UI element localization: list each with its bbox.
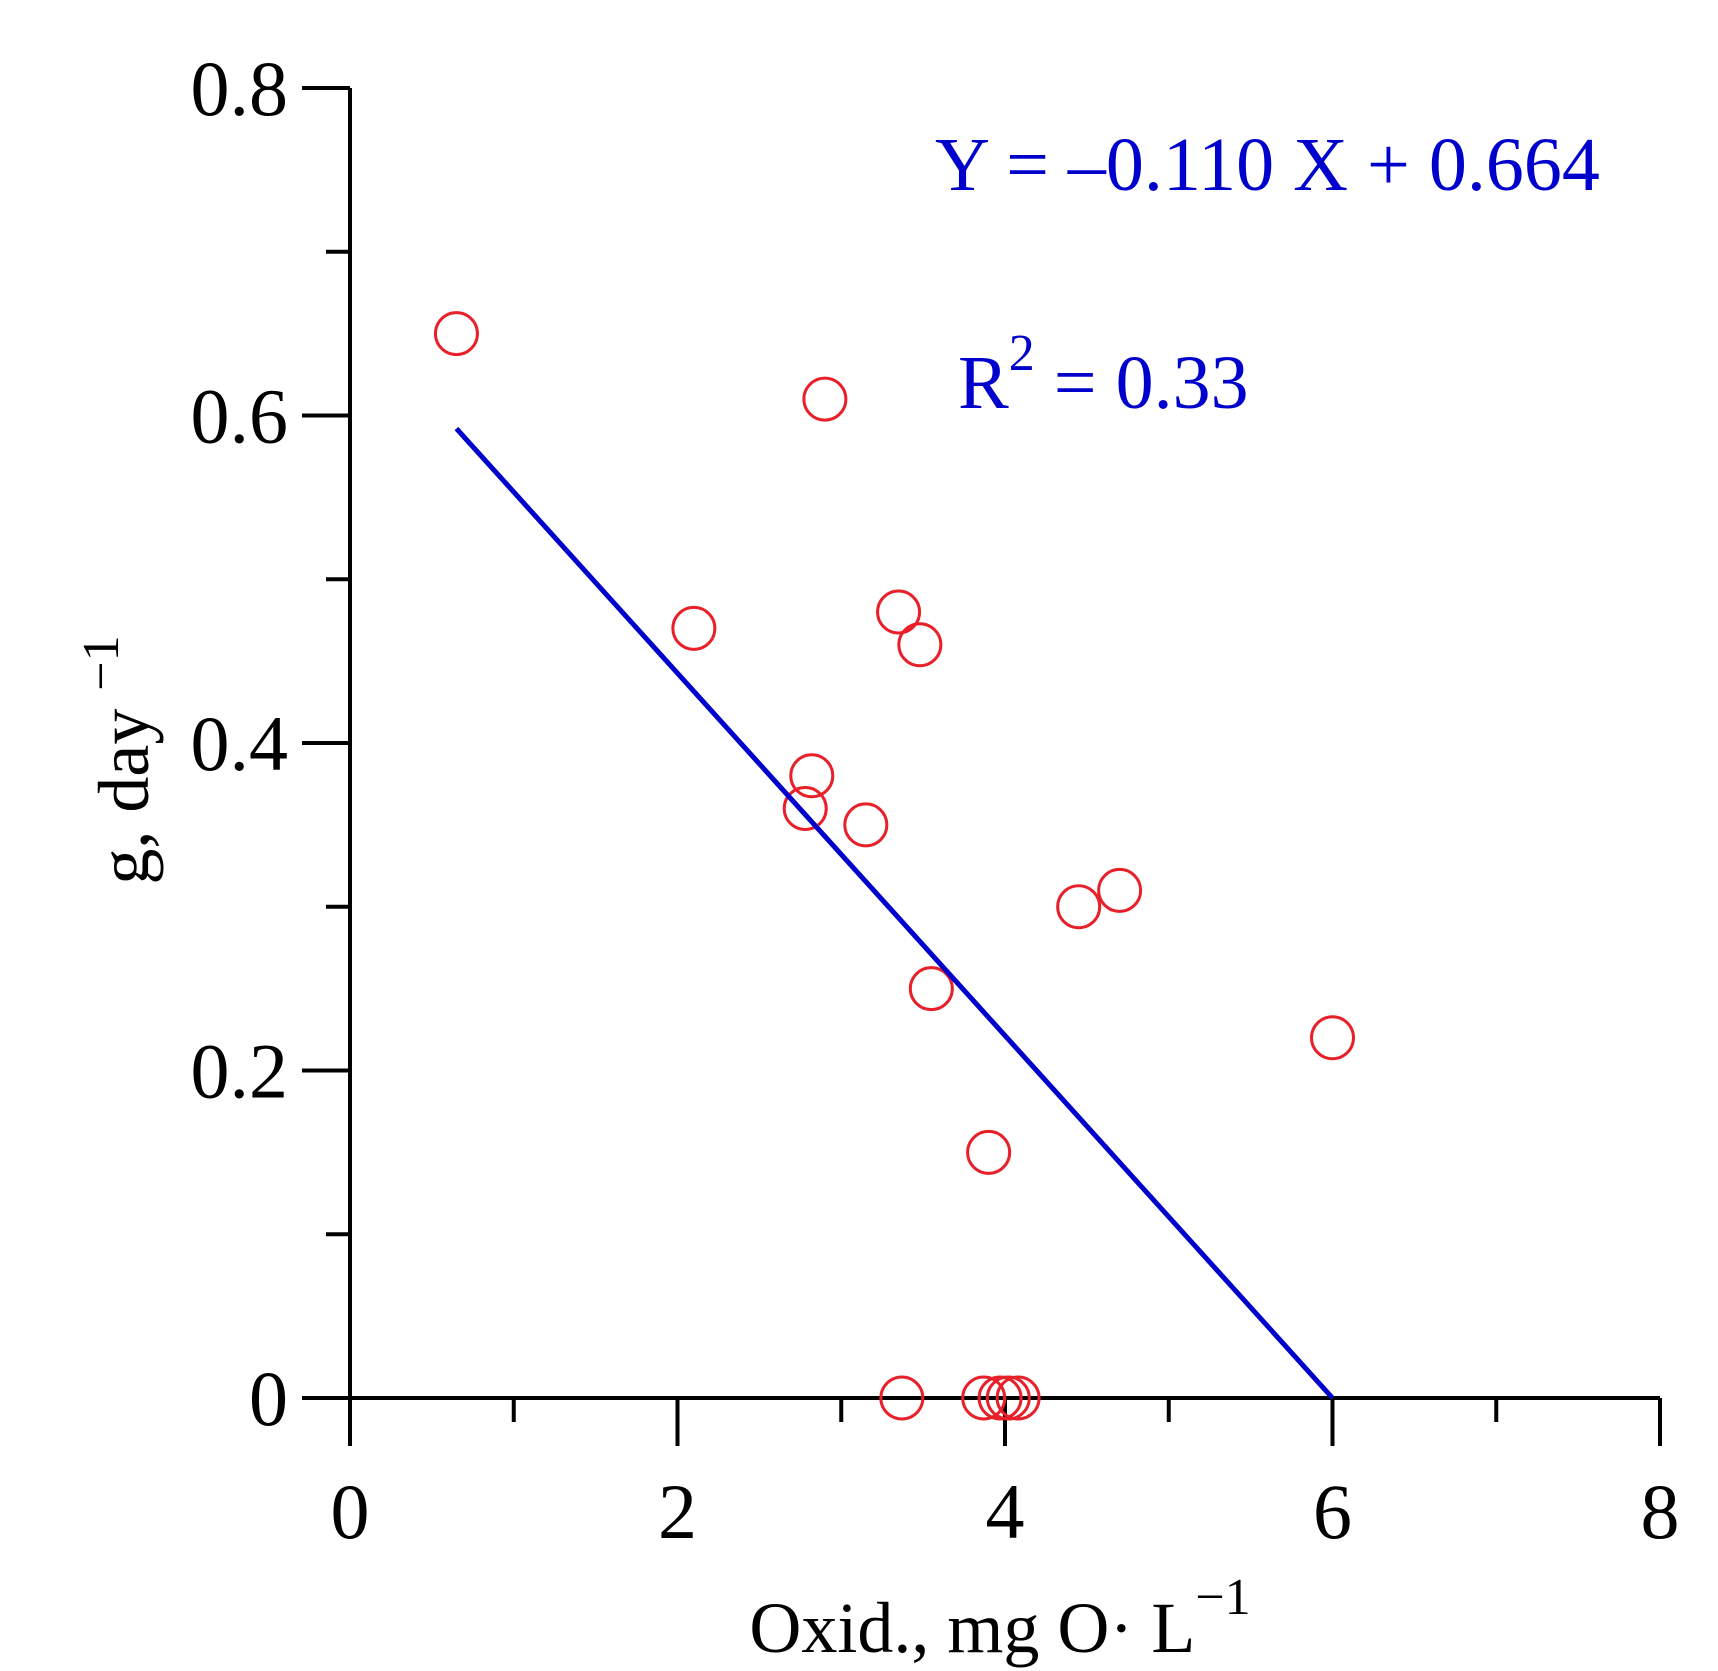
x-tick-label: 2 [658,1468,697,1555]
y-axis-label: g, day −1 [73,635,164,884]
y-tick-label: 0.6 [191,373,289,460]
data-point [843,802,889,848]
data-point [876,589,922,635]
x-tick-label: 8 [1641,1468,1680,1555]
data-point [908,966,954,1012]
y-axis-ticks: 0 0.2 0.4 0.6 0.8 [191,45,350,1442]
data-point [433,311,479,357]
y-axis-label-sup: −1 [73,635,130,690]
data-point [995,1375,1041,1421]
r-squared-value: = 0.33 [1035,341,1249,425]
regression-line [454,426,1335,1400]
y-tick-label: 0 [249,1355,288,1442]
x-axis-label-main: Oxid., mg O· L [749,1588,1195,1668]
data-point [782,786,828,831]
x-axis-ticks: 0 2 4 6 8 [331,1398,1680,1555]
data-point [1310,1015,1355,1061]
x-axis-label-sup: −1 [1195,1569,1250,1626]
data-point [789,753,835,799]
data-points [433,311,1355,1421]
data-point [966,1129,1012,1175]
data-point [671,605,717,651]
y-tick-label: 0.4 [191,700,289,787]
data-point [802,376,848,422]
r-squared-annotation: R2 = 0.33 [958,325,1249,425]
r-squared-r: R [958,341,1009,425]
x-axis-label: Oxid., mg O· L−1 [749,1569,1250,1668]
regression-equation: Y = –0.110 X + 0.664 [935,123,1600,207]
regression-line-group [454,426,1335,1400]
data-point [1097,867,1143,913]
data-point [897,622,943,668]
y-tick-label: 0.2 [191,1028,289,1115]
r-squared-sup: 2 [1009,325,1035,382]
data-point [961,1375,1007,1421]
x-tick-label: 0 [331,1468,370,1555]
data-point [879,1375,925,1421]
x-tick-label: 6 [1313,1468,1352,1555]
data-point [1056,884,1102,930]
axes [348,88,1660,1400]
x-tick-label: 4 [986,1468,1025,1555]
y-axis-label-main: g, day [84,691,164,885]
data-point [985,1375,1031,1421]
y-tick-label: 0.8 [191,45,289,132]
data-point [977,1375,1023,1421]
